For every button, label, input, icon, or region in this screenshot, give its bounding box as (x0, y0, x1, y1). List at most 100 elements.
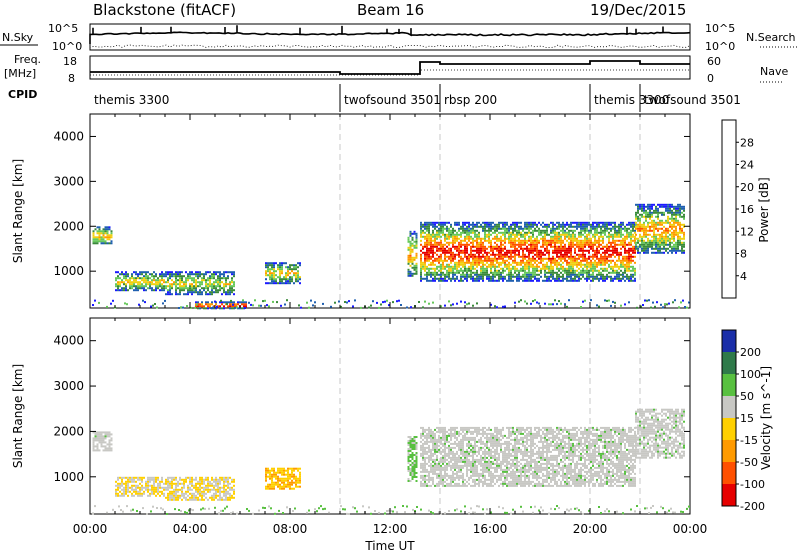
echo-cell (436, 235, 438, 238)
echo-cell (173, 476, 175, 479)
echo-cell (562, 273, 564, 276)
echo-cell (181, 494, 183, 497)
echo-cell (580, 269, 582, 272)
echo-cell (647, 237, 649, 240)
echo-cell (508, 229, 510, 232)
echo-cell (592, 221, 594, 224)
echo-cell (536, 249, 538, 252)
echo-cell (195, 283, 197, 286)
echo-cell (482, 261, 484, 264)
echo-cell (550, 257, 552, 260)
echo-cell (524, 265, 526, 268)
echo-cell (632, 259, 634, 262)
echo-cell (283, 483, 285, 486)
echo-cell (424, 259, 426, 262)
echo-cell (458, 245, 460, 248)
echo-cell (548, 259, 550, 262)
echo-cell (203, 490, 205, 493)
echo-cell (466, 269, 468, 272)
echo-cell (630, 243, 632, 246)
echo-cell (203, 494, 205, 497)
echo-cell (430, 247, 432, 250)
echo-cell (480, 275, 482, 278)
echo-cell (179, 291, 181, 294)
echo-cell (100, 443, 103, 446)
echo-cell (197, 486, 199, 489)
echo-cell (411, 250, 414, 253)
echo-cell (468, 225, 470, 228)
echo-cell (426, 233, 428, 236)
echo-cell (624, 229, 626, 232)
echo-cell (409, 230, 412, 233)
echo-cell (415, 466, 418, 468)
echo-cell (649, 203, 651, 206)
echo-cell (618, 275, 620, 278)
echo-cell (177, 484, 179, 487)
echo-cell (606, 273, 608, 276)
echo-cell (193, 478, 195, 481)
echo-cell (637, 215, 639, 218)
echo-cell (428, 263, 430, 266)
echo-cell (500, 231, 502, 234)
echo-cell (121, 271, 123, 274)
echo-cell (428, 434, 430, 437)
echo-cell (673, 239, 675, 242)
echo-cell (444, 452, 446, 455)
echo-cell (110, 240, 113, 243)
echo-cell (606, 257, 608, 260)
echo-cell (440, 227, 442, 230)
echo-cell (520, 259, 522, 262)
echo-cell (424, 251, 426, 254)
echo-cell (639, 235, 641, 238)
echo-cell (612, 237, 614, 240)
echo-cell (468, 259, 470, 262)
echo-cell (219, 279, 221, 282)
echo-cell (426, 462, 428, 465)
echo-cell (102, 449, 105, 452)
echo-cell (622, 255, 624, 258)
echo-cell (175, 273, 177, 276)
echo-cell (558, 269, 560, 272)
echo-cell (518, 229, 520, 232)
echo-cell (231, 285, 233, 288)
echo-cell (610, 233, 612, 236)
echo-cell (476, 221, 478, 224)
echo-cell (626, 237, 628, 240)
echo-cell (600, 253, 602, 256)
echo-cell (562, 255, 564, 258)
echo-cell (159, 281, 161, 284)
echo-cell (171, 480, 173, 483)
echo-cell (648, 299, 650, 302)
echo-cell (663, 225, 665, 228)
echo-cell (677, 209, 679, 212)
echo-cell (438, 472, 440, 475)
echo-cell (273, 268, 275, 271)
echo-cell (478, 237, 480, 240)
echo-cell (159, 283, 161, 286)
echo-cell (500, 249, 502, 252)
echo-cell (468, 223, 470, 226)
echo-cell (592, 269, 594, 272)
echo-cell (458, 241, 460, 244)
echo-cell (460, 255, 462, 258)
echo-cell (618, 235, 620, 238)
echo-cell (181, 498, 183, 501)
echo-cell (528, 227, 530, 230)
echo-cell (185, 498, 187, 501)
echo-cell (189, 482, 191, 485)
echo-cell (207, 285, 209, 288)
echo-cell (197, 488, 199, 491)
echo-cell (442, 243, 444, 246)
echo-cell (628, 261, 630, 264)
echo-cell (552, 273, 554, 276)
freq-tick-bottom: 8 (68, 72, 75, 85)
echo-cell (407, 260, 410, 263)
echo-cell (520, 241, 522, 244)
echo-cell (478, 233, 480, 236)
echo-cell (548, 249, 550, 252)
echo-cell (420, 432, 422, 435)
echo-cell (209, 291, 211, 294)
echo-cell (436, 253, 438, 256)
echo-cell (510, 263, 512, 266)
echo-cell (299, 264, 301, 267)
